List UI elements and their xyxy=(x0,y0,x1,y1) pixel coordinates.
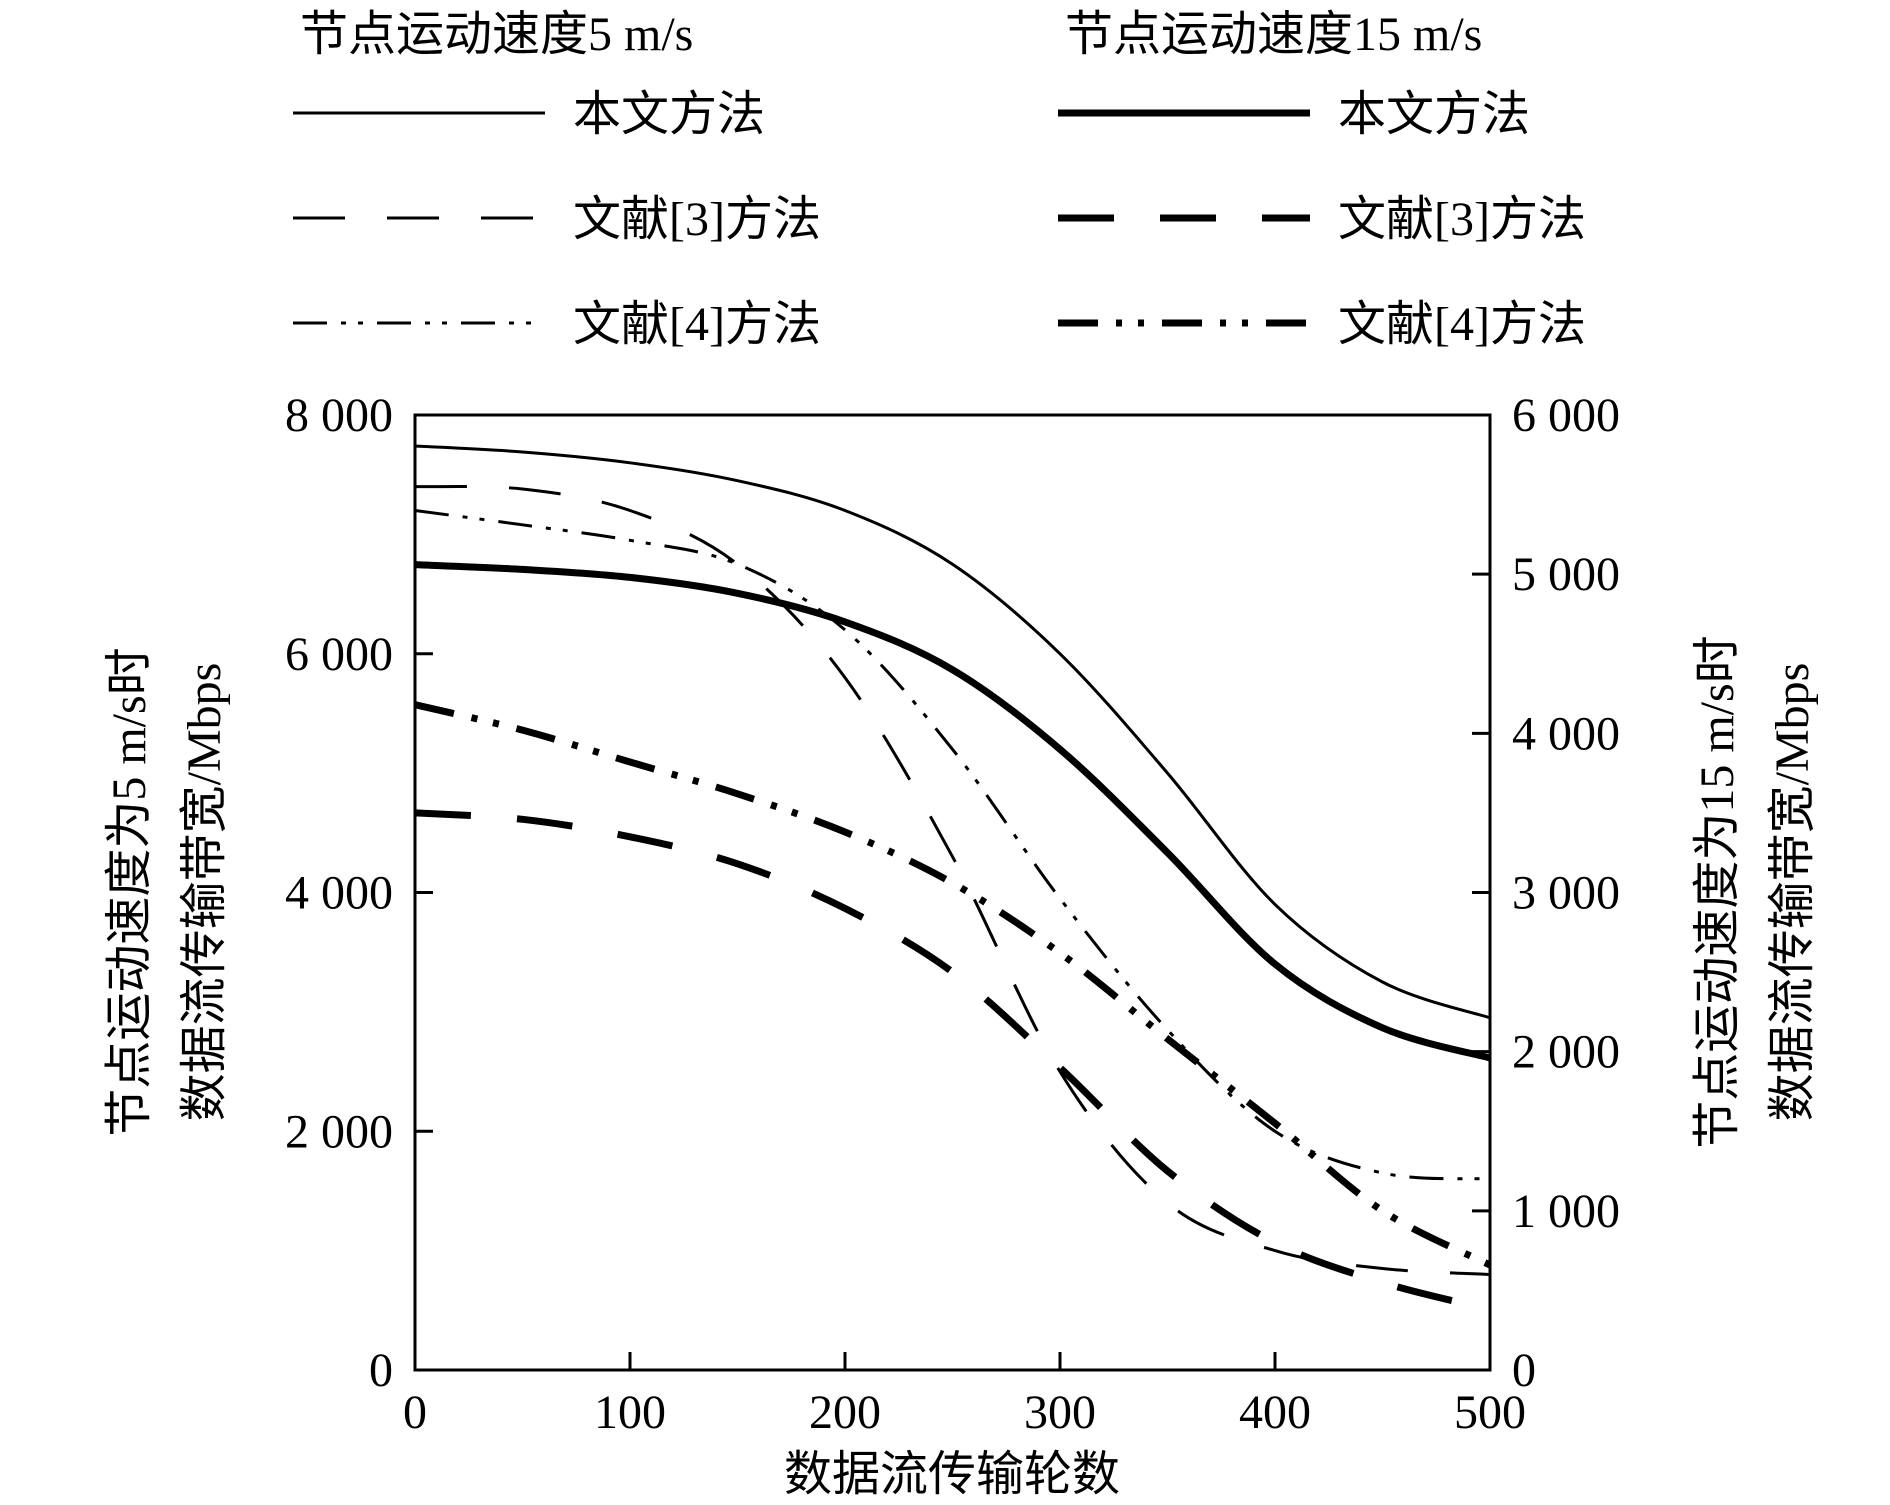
x-tick-label: 500 xyxy=(1454,1386,1526,1439)
axis-ticks xyxy=(413,413,1492,1372)
plot-frame xyxy=(413,413,1492,1372)
right-y-axis-label-line1: 节点运动速度为15 m/s时 xyxy=(1691,635,1744,1148)
series-line-5ms-solid xyxy=(414,444,1491,1020)
series-line-15ms-dashed xyxy=(414,809,1491,1313)
right-y-tick-label: 6 000 xyxy=(1512,389,1620,442)
legend-entry-label: 本文方法 xyxy=(1338,88,1530,141)
legend-entry-label: 文献[4]方法 xyxy=(573,298,821,351)
series-lines xyxy=(414,444,1492,1313)
left-y-axis-label: 节点运动速度为5 m/s时 数据流传输带宽/Mbps xyxy=(103,647,231,1136)
legend-group-title: 节点运动速度15 m/s xyxy=(1065,8,1482,61)
legend-entry-label: 文献[3]方法 xyxy=(1338,193,1586,246)
right-y-tick-label: 1 000 xyxy=(1512,1185,1620,1238)
x-tick-label: 300 xyxy=(1024,1386,1096,1439)
right-y-tick-label: 0 xyxy=(1512,1344,1536,1397)
right-y-axis-label: 节点运动速度为15 m/s时 数据流传输带宽/Mbps xyxy=(1691,635,1819,1148)
x-tick-label: 100 xyxy=(594,1386,666,1439)
legend-entry-label: 文献[3]方法 xyxy=(573,193,821,246)
x-tick-label: 0 xyxy=(403,1386,427,1439)
right-y-tick-label: 2 000 xyxy=(1512,1026,1620,1079)
series-line-15ms-dash-dot-dot xyxy=(414,701,1492,1269)
right-y-tick-label: 4 000 xyxy=(1512,707,1620,760)
left-y-tick-label: 2 000 xyxy=(285,1105,393,1158)
left-y-axis-label-line1: 节点运动速度为5 m/s时 xyxy=(103,647,156,1136)
left-y-tick-label: 8 000 xyxy=(285,389,393,442)
x-tick-label: 200 xyxy=(809,1386,881,1439)
x-axis-label: 数据流传输轮数 xyxy=(784,1448,1120,1501)
right-y-tick-label: 3 000 xyxy=(1512,867,1620,920)
left-y-tick-label: 6 000 xyxy=(285,628,393,681)
left-y-axis-label-line2: 数据流传输带宽/Mbps xyxy=(178,663,231,1122)
right-y-axis-label-line2: 数据流传输带宽/Mbps xyxy=(1766,663,1819,1122)
series-line-5ms-dash-dot-dot xyxy=(414,509,1491,1181)
left-y-tick-label: 4 000 xyxy=(285,867,393,920)
right-y-tick-label: 5 000 xyxy=(1512,548,1620,601)
left-y-tick-label: 0 xyxy=(369,1344,393,1397)
legend-entry-label: 文献[4]方法 xyxy=(1338,298,1586,351)
series-line-5ms-dashed xyxy=(414,484,1491,1276)
legend-entry-label: 本文方法 xyxy=(573,88,765,141)
x-tick-label: 400 xyxy=(1239,1386,1311,1439)
series-line-15ms-solid xyxy=(414,561,1491,1062)
legend-group-title: 节点运动速度5 m/s xyxy=(300,8,693,61)
